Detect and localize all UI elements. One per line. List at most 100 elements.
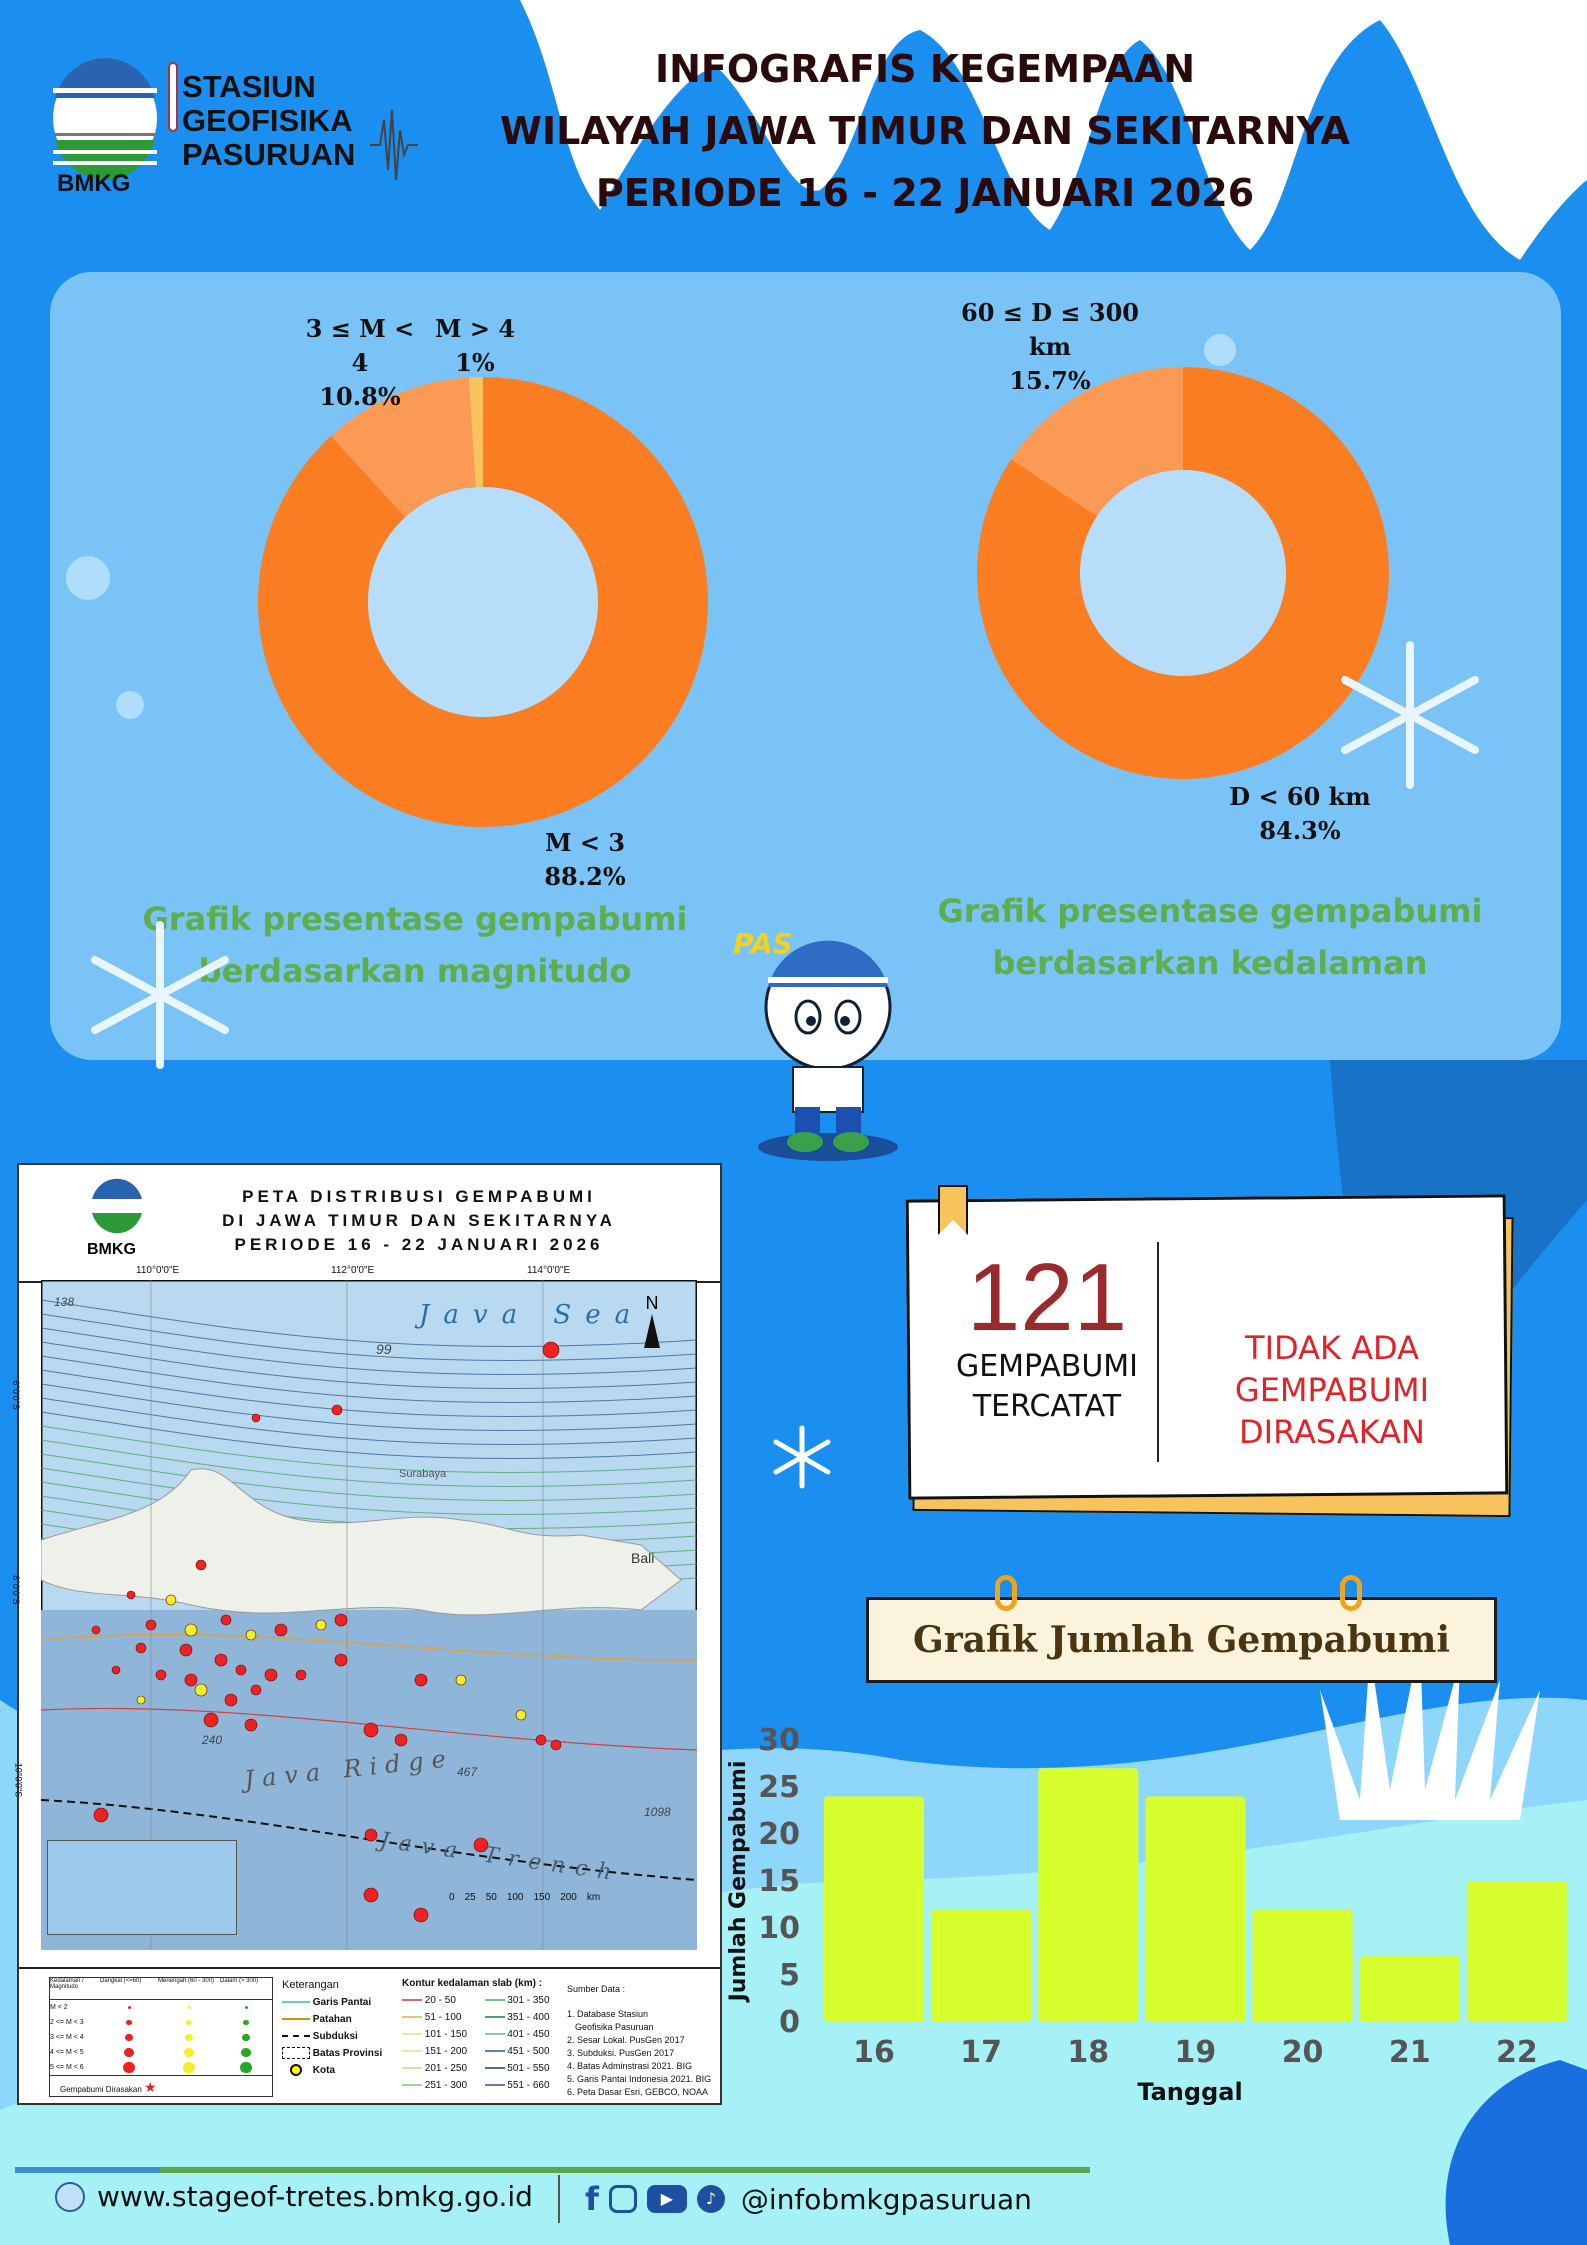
contour-swatch [484,2067,505,2070]
subduction-symbol [282,2035,310,2038]
earthquake-dot [363,1887,379,1903]
website-text[interactable]: www.stageof-tretes.bmkg.go.id [97,2180,533,2213]
earthquake-dot [93,1807,109,1823]
earthquake-dot [235,1664,247,1676]
table-header: Dangkal (<=60) [100,1978,142,1984]
magnitude-dot-symbol [125,2033,133,2042]
slice-label: 60 ≤ D ≤ 300 km [961,298,1139,361]
earthquake-dot [194,1683,208,1697]
contour-legend-item: 101 - 150 [402,2026,485,2043]
map-title-line: DI JAWA TIMUR DAN SEKITARNYA [222,1211,616,1230]
youtube-icon[interactable]: ▶ [646,2185,687,2213]
slab-contour [41,1355,697,1403]
lon-tick: 114°0'0"E [527,1265,571,1276]
y-tick-label: 5 [779,1958,800,1993]
website-link[interactable]: www.stageof-tretes.bmkg.go.id [55,2180,533,2213]
facebook-icon[interactable]: f [585,2180,599,2218]
contour-label: 138 [54,1295,75,1309]
earthquake-dot [245,1629,257,1641]
contour-legend-item: 451 - 500 [484,2043,568,2060]
bar-chart-title-text: Grafik Jumlah Gempabumi [912,1619,1451,1661]
source-item: 3. Subduksi. PusGen 2017 [567,2048,675,2058]
magnitude-dot-symbol [242,2033,250,2042]
earthquake-dot [195,1559,207,1571]
contour-range: 401 - 450 [507,2029,550,2040]
slice-value: 10.8% [319,382,401,411]
magnitude-caption: Grafik presentase gempabumi berdasarkan … [100,893,730,997]
scale-tick: 25 [464,1892,476,1903]
pie-slice [468,377,483,488]
globe-icon [55,2181,85,2212]
legend-title: Kontur kedalaman slab (km) : [402,1978,543,1989]
snowflake-icon [91,921,229,1069]
magnitude-dot-symbol [244,2006,248,2009]
earthquake-dot [179,1643,193,1657]
bali-label: Bali [631,1550,655,1566]
y-axis-label: Jumlah Gempabumi [726,1761,751,2004]
count-label-line: GEMPABUMI [955,1349,1139,1384]
depth-label-lt60: D < 60 km 84.3% [1225,780,1375,848]
bar-chart: 0 5 10 15 20 25 30 16 17 18 19 20 21 22 Tanggal Jumlah … [726,1723,1567,2106]
snowflake-icon [773,1425,831,1489]
bar [931,1909,1032,2022]
earthquake-dot [251,1413,261,1423]
earthquake-dot [295,1669,307,1681]
summary-card: 121 GEMPABUMI TERCATAT TIDAK ADA GEMPABU… [902,1182,1518,1518]
instagram-icon[interactable] [608,2185,637,2213]
map-title: PETA DISTRIBUSI GEMPABUMI DI JAWA TIMUR … [179,1185,659,1257]
felt-line: DIRASAKAN [1239,1413,1425,1451]
slice-label: M < 3 [544,828,626,857]
x-tick-label: 21 [1389,2035,1431,2070]
earthquake-dot [550,1739,562,1751]
slab-contour [41,1397,697,1445]
contour-range: 351 - 400 [507,2012,550,2023]
ring-icon [995,1575,1017,1611]
earthquake-dot [214,1653,228,1667]
contour-range: 551 - 660 [507,2080,550,2091]
north-arrow-icon [644,1314,660,1348]
bar [1038,1768,1139,2022]
tiktok-icon[interactable]: ♪ [696,2185,725,2213]
contour-legend-item: 351 - 400 [484,2009,568,2026]
slab-contour [41,1467,697,1515]
pie-hole [368,487,598,717]
contour-range: 451 - 500 [507,2046,550,2057]
depth-label-60to300: 60 ≤ D ≤ 300 km 15.7% [940,296,1160,398]
caption-line: berdasarkan magnitudo [198,952,632,990]
contour-range: 51 - 100 [424,2012,462,2023]
magnitude-dot-symbol [184,2047,194,2058]
scale-tick: km [586,1892,601,1903]
source-item: 2. Sesar Lokal. PusGen 2017 [567,2035,685,2045]
bar [1466,1881,1567,2022]
x-axis-label: Tanggal [1137,2078,1242,2106]
magnitude-dot-symbol [187,2006,191,2009]
source-item: 5. Garis Pantai Indonesia 2021. BIG [567,2074,712,2084]
mag-label-3to4: 3 ≤ M < 4 10.8% [305,312,415,414]
bar-chart-title: Grafik Jumlah Gempabumi [866,1597,1497,1683]
scale-tick: 150 [533,1892,551,1903]
lat-tick: 6°0'0"S [10,1380,21,1410]
vine-divider-icon [1157,1242,1159,1462]
legend-row-label: 5 <= M < 6 [50,2064,84,2071]
contour-label: 240 [202,1733,223,1747]
x-tick-label: 17 [960,2035,1002,2070]
table-header: Kedalaman / Magnitudo [50,1978,84,1990]
contour-range: 20 - 50 [424,1995,456,2006]
fault-symbol [282,2018,310,2021]
earthquake-dot [364,1828,378,1842]
contour-legend-item: 401 - 450 [484,2026,568,2043]
pie-slice [331,377,476,518]
earthquake-dot [244,1718,258,1732]
earthquake-dot [165,1594,177,1606]
slice-label: D < 60 km [1229,782,1371,811]
contour-legend-item: 151 - 200 [402,2043,485,2060]
social-handle[interactable]: @infobmkgpasuruan [740,2182,1032,2216]
scale-tick: 200 [560,1892,577,1903]
y-tick-label: 30 [758,1723,800,1758]
caption-line: Grafik presentase gempabumi [937,892,1483,930]
footer-rule [15,2167,160,2173]
ring-icon [1340,1575,1362,1611]
legend-item: Kota [312,2065,336,2076]
felt-status: TIDAK ADA GEMPABUMI DIRASAKAN [1172,1327,1492,1453]
contour-range: 101 - 150 [424,2029,468,2040]
